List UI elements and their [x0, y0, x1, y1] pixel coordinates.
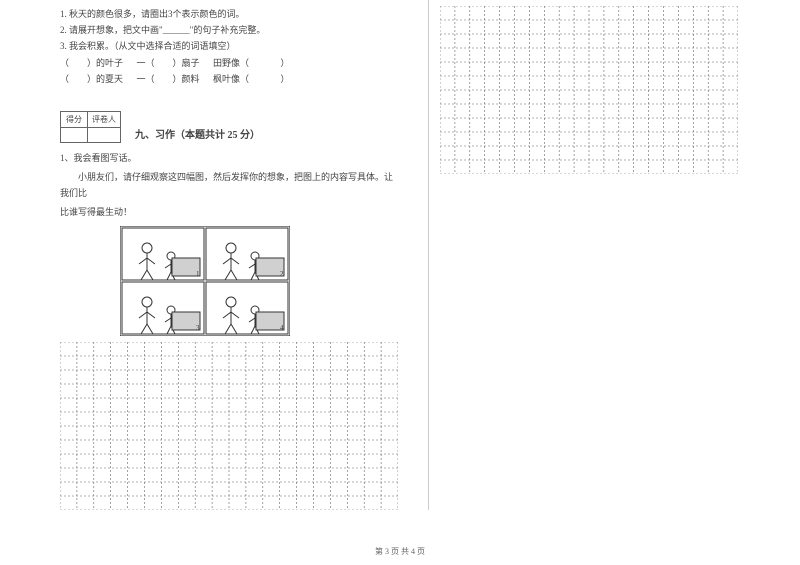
svg-text:3: 3 — [196, 324, 200, 332]
section-9-title: 九、习作（本题共计 25 分） — [135, 126, 260, 143]
four-panel-illustration: 1 2 3 4 — [120, 226, 290, 336]
writing-line-3: 比谁写得最生动！ — [60, 205, 400, 220]
left-column: 1. 秋天的颜色很多，请圈出3个表示颜色的词。 2. 请展开想象，把文中画"__… — [60, 6, 400, 512]
svg-text:2: 2 — [280, 270, 284, 278]
fill-line-2: （ ）的夏天 一（ ）颜料 枫叶像（ ） — [60, 71, 400, 87]
grader-label: 评卷人 — [88, 111, 121, 127]
section-9-header: 得分 评卷人 九、习作（本题共计 25 分） — [60, 111, 400, 143]
writing-line-2: 小朋友们，请仔细观察这四幅图，然后发挥你的想象，把图上的内容写具体。让我们比 — [60, 170, 400, 201]
question-2: 2. 请展开想象，把文中画"______"的句子补充完整。 — [60, 22, 400, 38]
score-box: 得分 评卷人 — [60, 111, 121, 143]
svg-text:4: 4 — [280, 324, 284, 332]
score-cell — [61, 127, 88, 142]
right-column — [440, 6, 740, 512]
page-footer: 第 3 页 共 4 页 — [0, 546, 800, 557]
writing-grid-right — [440, 6, 738, 176]
writing-line-1: 1、我会看图写话。 — [60, 151, 400, 166]
score-label: 得分 — [61, 111, 88, 127]
grader-cell — [88, 127, 121, 142]
question-1: 1. 秋天的颜色很多，请圈出3个表示颜色的词。 — [60, 6, 400, 22]
svg-text:1: 1 — [196, 270, 200, 278]
question-3: 3. 我会积累。（从文中选择合适的词语填空） — [60, 38, 400, 54]
writing-grid-left — [60, 342, 398, 512]
fill-line-1: （ ）的叶子 一（ ）扇子 田野像（ ） — [60, 55, 400, 71]
